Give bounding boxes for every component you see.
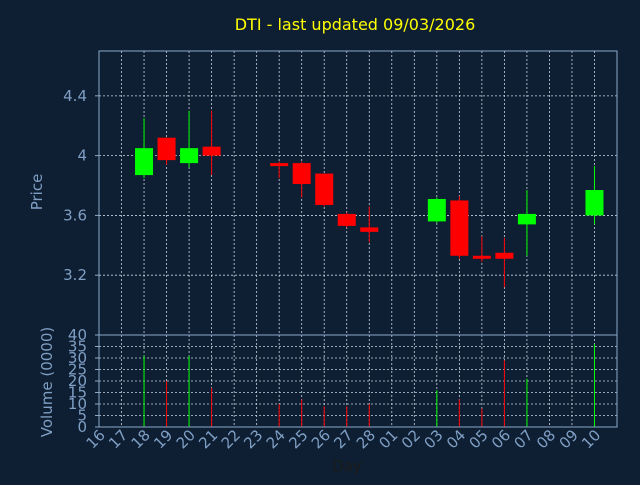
price-tick-label: 3.2 (63, 266, 87, 284)
candle-body (427, 198, 446, 222)
volume-frame (98, 334, 618, 428)
volume-tick-label: 35 (68, 338, 87, 356)
volume-tick-label: 30 (68, 349, 87, 367)
candle-body (495, 252, 514, 259)
price-panel: 3.2 3.6 4 4.4 (63, 50, 618, 336)
candle-body (180, 148, 199, 164)
candle-body (360, 227, 379, 232)
volume-tick-label: 0 (77, 418, 87, 436)
price-axis-label: Price (28, 174, 46, 211)
candle-body (450, 200, 469, 256)
price-tick-label: 3.6 (63, 206, 87, 224)
candle-body (202, 146, 221, 156)
volume-axis-label: Volume (0000) (38, 327, 56, 437)
x-axis: 1617181920212223242526272801020304050607… (83, 426, 605, 452)
volume-tick-label: 10 (68, 395, 87, 413)
volume-tick-label: 40 (68, 326, 87, 344)
chart-title: DTI - last updated 09/03/2026 (235, 15, 476, 34)
price-frame (98, 50, 618, 336)
volume-tick-label: 25 (68, 361, 87, 379)
candle-body (585, 190, 604, 216)
price-tick-label: 4.4 (63, 87, 87, 105)
x-axis-label: Day (332, 457, 362, 475)
candle-body (517, 213, 536, 225)
candle-body (270, 163, 289, 167)
candle-body (337, 213, 356, 226)
x-tick-label: 10 (578, 426, 604, 452)
candle-body (292, 163, 311, 185)
candle-body (157, 137, 176, 161)
volume-tick-label: 15 (68, 384, 87, 402)
candle-body (135, 148, 154, 176)
volume-tick-label: 20 (68, 372, 87, 390)
volume-tick-label: 5 (77, 407, 87, 425)
candle-body (472, 255, 491, 259)
price-tick-label: 4 (77, 147, 87, 165)
candle-body (315, 173, 334, 205)
